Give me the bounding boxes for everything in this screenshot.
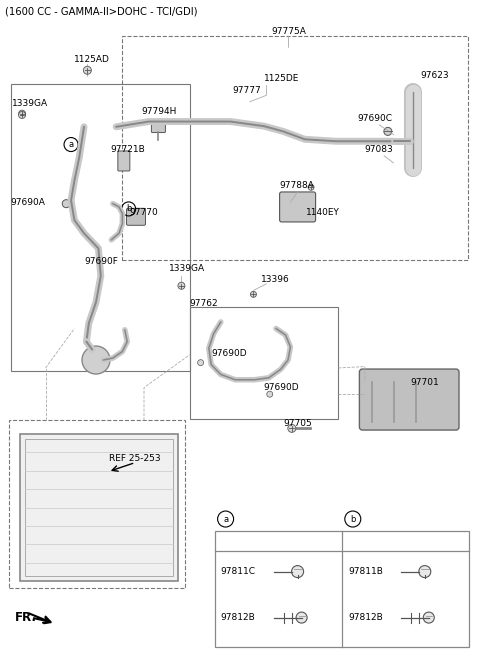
Circle shape xyxy=(62,200,70,208)
Text: b: b xyxy=(350,514,356,524)
Bar xyxy=(9,420,185,588)
FancyBboxPatch shape xyxy=(360,369,459,430)
Text: 97770: 97770 xyxy=(130,208,158,217)
Text: 97701: 97701 xyxy=(410,378,439,387)
Text: 97811B: 97811B xyxy=(348,567,383,576)
Text: 97794H: 97794H xyxy=(142,107,177,116)
Circle shape xyxy=(82,346,110,374)
Text: 97762: 97762 xyxy=(190,299,218,308)
Text: 97705: 97705 xyxy=(283,419,312,428)
FancyArrowPatch shape xyxy=(34,618,50,623)
Circle shape xyxy=(178,283,185,289)
Text: 97811C: 97811C xyxy=(221,567,256,576)
FancyBboxPatch shape xyxy=(127,208,145,225)
Circle shape xyxy=(291,566,303,578)
Text: 97690F: 97690F xyxy=(84,257,118,266)
Bar xyxy=(20,434,178,581)
Text: 97777: 97777 xyxy=(233,86,262,95)
FancyBboxPatch shape xyxy=(118,151,130,171)
Bar xyxy=(11,84,190,371)
Circle shape xyxy=(251,291,256,298)
Text: 1125AD: 1125AD xyxy=(74,55,110,64)
Bar xyxy=(122,36,468,260)
Circle shape xyxy=(419,566,431,578)
Text: 1125DE: 1125DE xyxy=(264,74,300,83)
Text: 97623: 97623 xyxy=(420,71,449,80)
Circle shape xyxy=(384,127,392,135)
Bar xyxy=(190,307,338,419)
Text: 97690D: 97690D xyxy=(263,383,299,392)
Circle shape xyxy=(267,391,273,397)
FancyBboxPatch shape xyxy=(151,123,166,133)
Circle shape xyxy=(308,184,314,191)
Circle shape xyxy=(198,359,204,366)
Text: 97690C: 97690C xyxy=(358,114,393,123)
Text: REF 25-253: REF 25-253 xyxy=(109,454,161,463)
Text: a: a xyxy=(69,140,73,149)
FancyBboxPatch shape xyxy=(279,192,316,222)
Text: 1140EY: 1140EY xyxy=(306,208,340,217)
Circle shape xyxy=(296,612,307,623)
Circle shape xyxy=(19,112,25,118)
Text: 97788A: 97788A xyxy=(279,181,314,190)
Text: FR.: FR. xyxy=(14,611,36,624)
Circle shape xyxy=(19,110,25,117)
Text: 97721B: 97721B xyxy=(110,145,145,154)
Text: 1339GA: 1339GA xyxy=(12,99,48,108)
Text: 1339GA: 1339GA xyxy=(169,263,205,273)
Text: 97812B: 97812B xyxy=(221,613,255,622)
Circle shape xyxy=(84,66,91,74)
Text: 97690D: 97690D xyxy=(211,349,247,358)
Bar xyxy=(25,439,173,576)
Text: 97690A: 97690A xyxy=(11,198,46,207)
Text: b: b xyxy=(126,204,132,214)
Text: 13396: 13396 xyxy=(261,275,289,284)
Circle shape xyxy=(423,612,434,623)
Text: 97775A: 97775A xyxy=(271,27,306,36)
Text: a: a xyxy=(223,514,228,524)
Bar xyxy=(215,531,469,647)
Text: (1600 CC - GAMMA-II>DOHC - TCI/GDI): (1600 CC - GAMMA-II>DOHC - TCI/GDI) xyxy=(5,7,197,17)
Text: 97812B: 97812B xyxy=(348,613,383,622)
Circle shape xyxy=(288,424,296,432)
Text: 97083: 97083 xyxy=(365,145,394,154)
